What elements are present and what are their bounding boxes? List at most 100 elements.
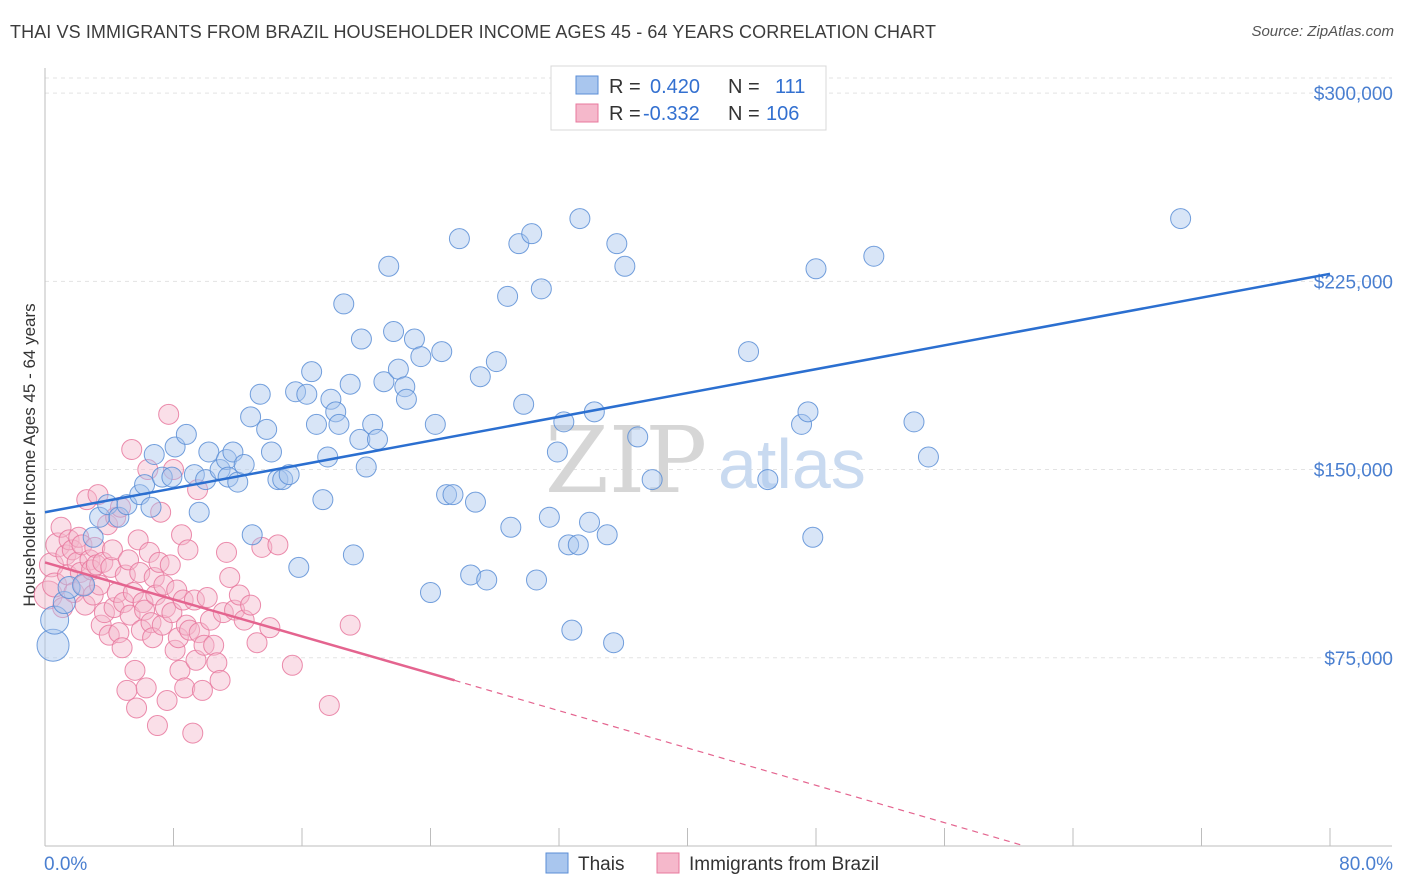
thais-point	[530, 278, 552, 300]
thais-point	[903, 411, 925, 433]
thais-point	[82, 526, 104, 548]
thais-point	[317, 446, 339, 468]
watermark-atlas: atlas	[718, 425, 866, 503]
series-thais-points	[36, 208, 1192, 662]
brazil-point	[339, 614, 361, 636]
thais-point	[342, 544, 364, 566]
thais-point	[797, 401, 819, 423]
y-tick-label: $75,000	[1324, 649, 1393, 670]
brazil-point	[267, 534, 289, 556]
brazil-point	[146, 715, 168, 737]
legend-r-label-brazil: R =	[609, 103, 641, 125]
watermark-zip: ZIP	[545, 407, 707, 514]
brazil-point	[182, 722, 204, 744]
thais-point	[72, 573, 96, 597]
thais-point	[420, 582, 441, 604]
brazil-point	[150, 501, 172, 523]
thais-point	[143, 443, 165, 465]
thais-point	[175, 423, 197, 445]
thais-point	[36, 628, 70, 662]
brazil-point	[196, 587, 218, 609]
thais-point	[410, 346, 432, 368]
thais-point	[350, 328, 372, 350]
legend-swatch-brazil	[575, 103, 599, 123]
thais-point	[569, 208, 591, 230]
bottom-legend-swatch-thais	[545, 852, 569, 874]
brazil-point	[82, 584, 104, 606]
brazil-point	[167, 627, 189, 649]
brazil-point	[163, 459, 184, 481]
thais-point	[305, 413, 327, 435]
brazil-point	[124, 659, 146, 681]
y-tick-labels: $75,000 $150,000 $225,000 $300,000	[1314, 84, 1393, 670]
thais-point	[198, 441, 220, 463]
thais-point	[917, 446, 939, 468]
legend-r-label-thais: R =	[609, 76, 641, 98]
y-tick-label: $150,000	[1314, 461, 1393, 482]
brazil-point	[281, 654, 303, 676]
brazil-point	[164, 639, 186, 661]
brazil-point	[45, 532, 71, 558]
trendline-brazil	[44, 561, 455, 682]
thais-point	[424, 413, 446, 435]
brazil-point	[132, 592, 154, 614]
thais-point	[108, 506, 130, 528]
thais-point	[606, 233, 628, 255]
thais-point	[1170, 208, 1192, 230]
thais-point	[387, 358, 409, 380]
brazil-point	[61, 539, 83, 561]
bottom-legend-brazil: Immigrants from Brazil	[689, 854, 879, 875]
trendlines	[44, 272, 1331, 847]
thais-point	[521, 223, 543, 245]
thais-point	[561, 619, 583, 641]
trendline-brazil-extension	[454, 679, 1025, 847]
thais-point	[476, 569, 498, 591]
series-brazil-points	[33, 403, 361, 744]
brazil-point	[159, 554, 181, 576]
brazil-point	[126, 697, 148, 719]
thais-point	[240, 406, 262, 428]
brazil-point	[156, 689, 178, 711]
legend-r-value-brazil: -0.332	[643, 103, 700, 125]
thais-point	[320, 388, 342, 410]
legend-n-value-thais: 111	[775, 76, 805, 98]
thais-point	[241, 524, 263, 546]
thais-point	[546, 441, 568, 463]
brazil-point	[93, 602, 115, 624]
brazil-point	[246, 632, 268, 654]
legend-n-label-brazil: N =	[728, 103, 760, 125]
thais-point	[355, 456, 377, 478]
thais-point	[538, 506, 560, 528]
trendline-thais	[44, 272, 1331, 514]
thais-point	[596, 524, 618, 546]
thais-point	[603, 632, 625, 654]
source-credit: Source: ZipAtlas.com	[1251, 23, 1394, 40]
brazil-point	[185, 649, 207, 671]
brazil-point	[116, 679, 138, 701]
brazil-point	[219, 566, 241, 588]
brazil-point	[174, 677, 196, 699]
chart-title: THAI VS IMMIGRANTS FROM BRAZIL HOUSEHOLD…	[10, 22, 937, 42]
thais-point	[325, 401, 347, 423]
brazil-point	[153, 574, 175, 596]
series-legend: Thais Immigrants from Brazil	[545, 852, 879, 875]
legend-swatch-thais	[575, 75, 599, 95]
thais-point	[805, 258, 827, 280]
legend-r-value-thais: 0.420	[650, 76, 700, 98]
brazil-point	[134, 599, 156, 621]
brazil-point	[71, 534, 93, 556]
thais-point	[301, 361, 323, 383]
x-tick-label-end: 80.0%	[1339, 854, 1393, 875]
brazil-point	[121, 438, 143, 460]
thais-point	[333, 293, 355, 315]
brazil-point	[177, 539, 199, 561]
y-axis-title: Householder Income Ages 45 - 64 years	[20, 303, 39, 606]
thais-point	[627, 426, 649, 448]
thais-point	[442, 484, 464, 506]
thais-point	[328, 413, 350, 435]
legend-n-label-thais: N =	[728, 76, 760, 98]
thais-point	[460, 564, 482, 586]
thais-point	[161, 466, 183, 488]
thais-point	[278, 464, 300, 486]
